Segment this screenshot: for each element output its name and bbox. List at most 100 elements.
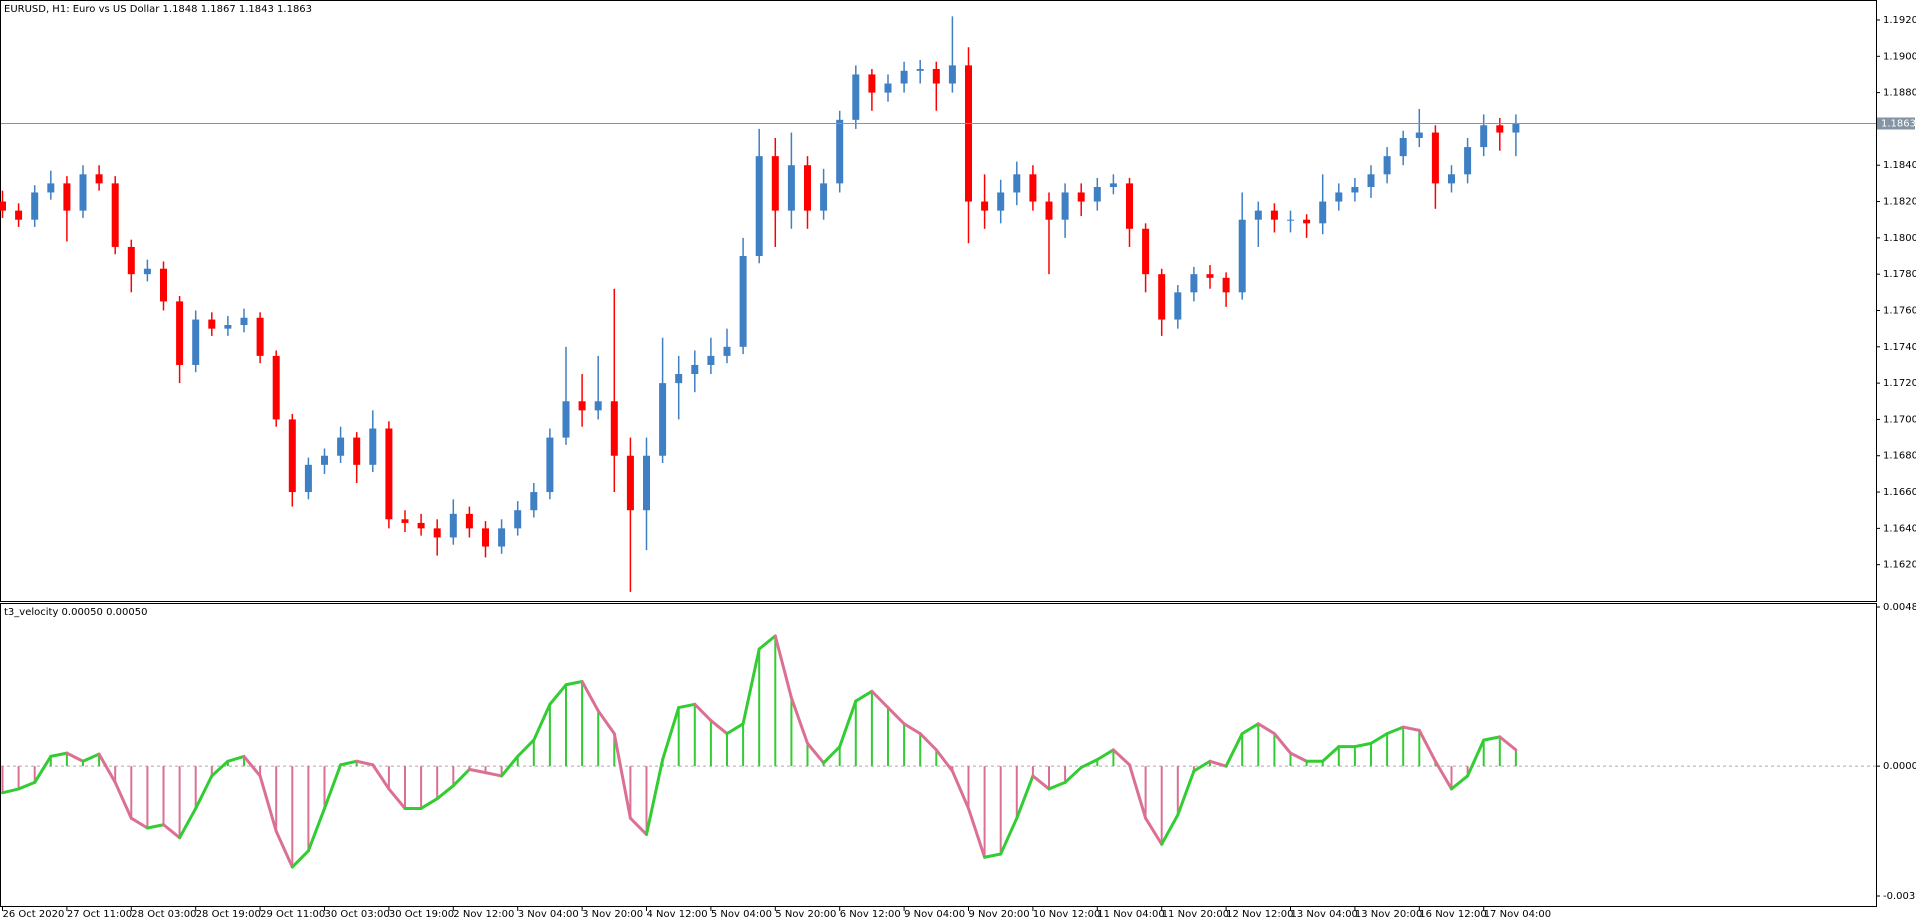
velocity-line — [1192, 759, 1212, 773]
histogram-bar — [548, 704, 551, 767]
velocity-line — [113, 780, 133, 820]
velocity-line — [210, 759, 230, 778]
last-price-label: 1.1863 — [1881, 118, 1916, 129]
histogram-bar — [1321, 761, 1324, 767]
histogram-bar — [1048, 766, 1050, 789]
velocity-line — [290, 849, 310, 869]
candle-body — [127, 246, 135, 275]
candle-body — [385, 428, 393, 520]
velocity-line — [371, 763, 391, 791]
velocity-line — [355, 759, 375, 767]
candle-body — [594, 401, 602, 411]
histogram-bar — [1031, 766, 1034, 776]
y-tick-label: 1.1620 — [1883, 560, 1916, 571]
velocity-line — [451, 767, 471, 788]
velocity-line — [677, 702, 697, 710]
y-tick-label: 1.1900 — [1883, 51, 1916, 62]
histogram-bar — [404, 766, 406, 809]
velocity-line — [323, 763, 343, 810]
velocity-line — [178, 806, 198, 840]
velocity-line — [838, 699, 858, 749]
candle-body — [1029, 174, 1037, 202]
candle-body — [1367, 174, 1375, 188]
candle-body — [465, 513, 473, 529]
y-tick-label: 0.00489 — [1883, 602, 1916, 613]
histogram-bar — [1514, 749, 1517, 767]
velocity-line — [1095, 748, 1115, 762]
candle-body — [1303, 219, 1311, 224]
histogram-bar — [1015, 766, 1018, 819]
candle-body — [820, 183, 828, 211]
y-tick-label: 1.1680 — [1883, 451, 1916, 462]
histogram-bar — [806, 743, 809, 767]
candle-body — [723, 346, 731, 356]
histogram-bar — [307, 766, 310, 851]
candle-body — [224, 325, 232, 329]
histogram-bar — [693, 704, 696, 767]
histogram-bar — [275, 766, 278, 832]
velocity-line — [516, 738, 536, 758]
histogram-bar — [210, 766, 213, 776]
histogram-bar — [98, 754, 101, 767]
velocity-line — [1401, 725, 1421, 732]
velocity-line — [950, 769, 970, 810]
histogram-bar — [935, 749, 938, 767]
velocity-line — [870, 689, 890, 710]
y-tick-label: 1.1720 — [1883, 378, 1916, 389]
candle-body — [1383, 156, 1391, 175]
candle-body — [1351, 187, 1359, 193]
candle-body — [1496, 125, 1504, 133]
candle-body — [1190, 274, 1198, 293]
velocity-line — [1015, 774, 1035, 820]
x-tick-label: 17 Nov 04:00 — [1484, 909, 1551, 920]
candle-body — [948, 65, 956, 84]
velocity-line — [564, 680, 584, 687]
velocity-line — [741, 647, 761, 726]
histogram-bar — [854, 701, 857, 767]
histogram-bar — [726, 733, 728, 767]
candle-body — [1174, 292, 1182, 320]
histogram-bar — [484, 766, 487, 773]
candle-body — [1061, 192, 1069, 220]
x-tick-label: 27 Oct 11:00 — [67, 909, 132, 920]
histogram-bar — [243, 756, 245, 767]
histogram-bar — [870, 691, 873, 767]
histogram-bar — [1257, 723, 1260, 767]
histogram-bar — [146, 766, 149, 828]
histogram-bar — [774, 635, 777, 767]
velocity-line — [918, 732, 938, 752]
velocity-line — [902, 722, 922, 736]
candle-body — [1109, 183, 1117, 188]
histogram-bar — [1112, 749, 1115, 767]
histogram-bar — [1, 766, 4, 793]
histogram-bar — [291, 766, 294, 868]
histogram-bar — [516, 756, 519, 767]
velocity-line — [242, 754, 262, 778]
x-tick-label: 6 Nov 12:00 — [840, 909, 901, 920]
histogram-bar — [613, 733, 616, 767]
candle-body — [1222, 277, 1230, 293]
candle-body — [836, 119, 844, 184]
candle-body — [1448, 174, 1455, 184]
velocity-line — [628, 816, 648, 836]
x-tick-label: 3 Nov 04:00 — [518, 909, 579, 920]
histogram-bar — [677, 707, 680, 767]
histogram-bar — [597, 710, 600, 767]
histogram-bar — [758, 648, 761, 767]
histogram-bar — [65, 753, 68, 767]
histogram-bar — [1241, 733, 1244, 767]
candle-body — [401, 519, 409, 523]
velocity-line — [1240, 722, 1260, 736]
velocity-line — [661, 706, 681, 762]
candle-body — [1464, 147, 1472, 175]
histogram-bar — [1402, 727, 1405, 767]
candle-body — [755, 156, 763, 257]
histogram-bar — [194, 766, 197, 809]
candle-body — [610, 401, 618, 456]
velocity-line — [854, 689, 874, 703]
velocity-line — [1111, 748, 1131, 767]
candle-body — [787, 165, 795, 211]
